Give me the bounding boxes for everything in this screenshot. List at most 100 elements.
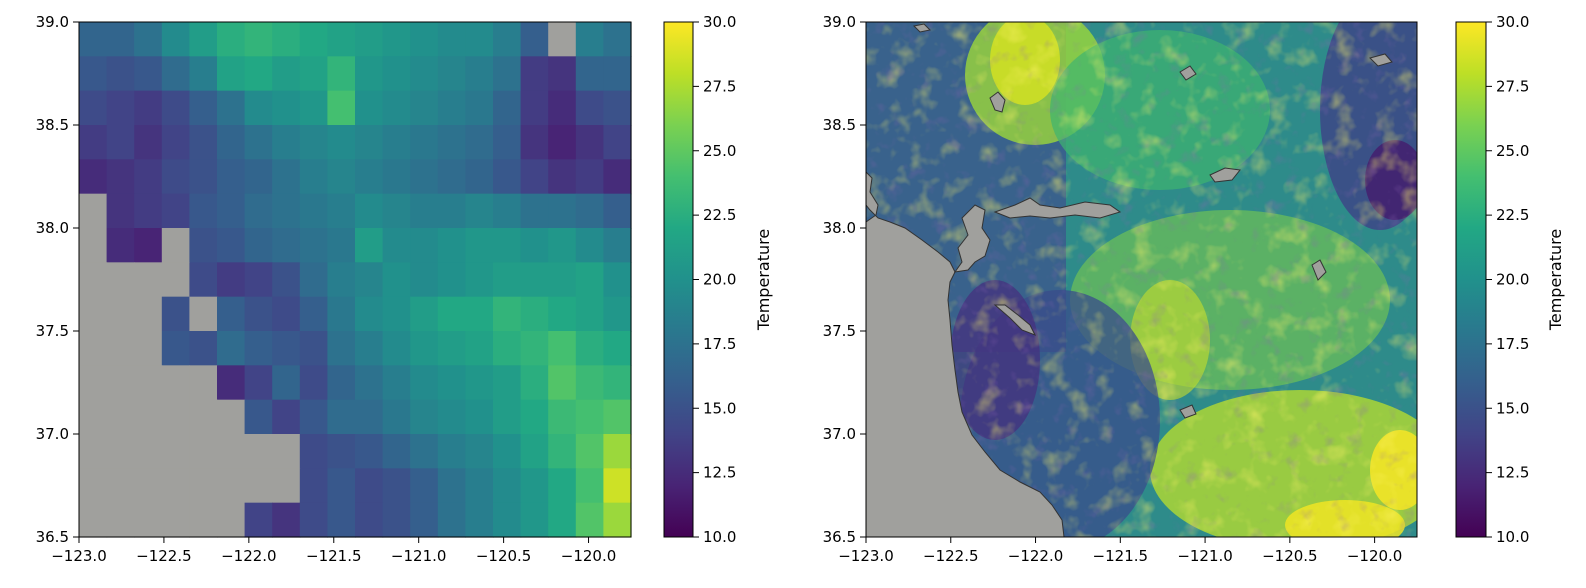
colorbar-tick-label: 10.0 — [1496, 528, 1529, 546]
heatmap-cell — [548, 262, 577, 298]
heatmap-cell — [244, 125, 273, 160]
heatmap-cell — [603, 90, 632, 126]
heatmap-cell — [493, 365, 522, 401]
heatmap-cell — [272, 331, 301, 366]
heatmap-cell — [327, 434, 356, 469]
heatmap-cell — [355, 399, 384, 435]
heatmap-cell — [327, 56, 356, 92]
heatmap-cell — [244, 365, 273, 401]
heatmap-cell — [410, 193, 439, 229]
heatmap-cell — [327, 365, 356, 401]
colorbar-tick-label: 15.0 — [1496, 399, 1529, 417]
heatmap-cell — [382, 193, 411, 229]
heatmap-cell — [575, 159, 604, 195]
x-tick-label: −121.0 — [391, 547, 447, 565]
heatmap-cell — [299, 193, 328, 229]
heatmap-cell — [272, 56, 301, 92]
heatmap-cell — [134, 125, 163, 160]
heatmap-cell — [603, 296, 632, 332]
heatmap-cell — [493, 22, 522, 57]
heatmap-cell — [327, 125, 356, 160]
y-tick-label: 36.5 — [36, 528, 69, 546]
heatmap-cell — [603, 159, 632, 195]
x-tick-label: −120.0 — [1347, 547, 1403, 565]
heatmap-cell — [272, 399, 301, 435]
heatmap-cell — [189, 365, 218, 401]
heatmap-cell — [106, 90, 135, 126]
heatmap-cell — [189, 228, 218, 263]
heatmap-cell — [410, 125, 439, 160]
heatmap-cell — [327, 296, 356, 332]
heatmap-cell — [189, 331, 218, 366]
heatmap-cell — [189, 502, 218, 538]
heatmap-cell — [134, 262, 163, 298]
heatmap-cell — [327, 468, 356, 504]
heatmap-cell — [106, 22, 135, 57]
heatmap-cell — [244, 228, 273, 263]
heatmap-cell — [217, 502, 246, 538]
x-tick-label: −121.5 — [306, 547, 362, 565]
y-tick-label: 37.5 — [823, 322, 856, 340]
heatmap-cell — [548, 331, 577, 366]
heatmap-cell — [410, 90, 439, 126]
heatmap-cell — [548, 228, 577, 263]
heatmap-cell — [299, 296, 328, 332]
heatmap-cell — [299, 365, 328, 401]
heatmap-cell — [437, 125, 466, 160]
heatmap-cell — [106, 468, 135, 504]
heatmap-cell — [217, 125, 246, 160]
right-y-axis: 36.5 37.0 37.5 38.0 38.5 39.0 — [823, 13, 866, 546]
heatmap-cell — [382, 56, 411, 92]
heatmap-cell — [575, 468, 604, 504]
heatmap-cell — [465, 22, 494, 57]
right-colorbar-ticks: 10.0 12.5 15.0 17.5 20.0 22.5 25.0 27.5 30.0 — [1486, 13, 1529, 546]
heatmap-cell — [575, 228, 604, 263]
heatmap-cell — [548, 125, 577, 160]
heatmap-cell — [437, 434, 466, 469]
heatmap-cell — [355, 159, 384, 195]
heatmap-cell — [79, 399, 108, 435]
heatmap-cell — [465, 90, 494, 126]
heatmap-cell — [548, 296, 577, 332]
heatmap-cell — [106, 331, 135, 366]
heatmap-cell — [299, 228, 328, 263]
heatmap-cell — [465, 365, 494, 401]
heatmap-cell — [465, 56, 494, 92]
heatmap-cell — [79, 468, 108, 504]
heatmap-cell — [134, 468, 163, 504]
heatmap-cell — [603, 125, 632, 160]
heatmap-cell — [189, 193, 218, 229]
heatmap-cell — [437, 399, 466, 435]
colorbar-tick-label: 10.0 — [703, 528, 736, 546]
colorbar-tick-label: 30.0 — [703, 13, 736, 31]
heatmap-cell — [520, 365, 549, 401]
heatmap-cell — [355, 228, 384, 263]
y-tick-label: 37.0 — [36, 425, 69, 443]
heatmap-cell — [382, 331, 411, 366]
heatmap-cell — [355, 365, 384, 401]
heatmap-cell — [134, 56, 163, 92]
heatmap-cell — [161, 468, 190, 504]
heatmap-cell — [410, 159, 439, 195]
right-heatmap-field — [866, 22, 1417, 537]
heatmap-cell — [106, 365, 135, 401]
heatmap-cell — [465, 159, 494, 195]
heatmap-cell — [437, 365, 466, 401]
heatmap-cell — [465, 502, 494, 538]
heatmap-cell — [189, 468, 218, 504]
heatmap-cell — [355, 90, 384, 126]
heatmap-cell — [217, 90, 246, 126]
heatmap-cell — [161, 22, 190, 57]
heatmap-cell — [217, 159, 246, 195]
x-tick-label: −121.5 — [1093, 547, 1149, 565]
heatmap-cell — [161, 262, 190, 298]
heatmap-cell — [79, 262, 108, 298]
left-colorbar: 10.0 12.5 15.0 17.5 20.0 22.5 25.0 27.5 30.0 Tem… — [663, 13, 773, 546]
heatmap-cell — [355, 125, 384, 160]
heatmap-cell — [161, 193, 190, 229]
heatmap-cell — [161, 56, 190, 92]
heatmap-cell — [410, 22, 439, 57]
heatmap-cell — [382, 365, 411, 401]
x-tick-label: −122.0 — [1008, 547, 1064, 565]
heatmap-cell — [189, 22, 218, 57]
